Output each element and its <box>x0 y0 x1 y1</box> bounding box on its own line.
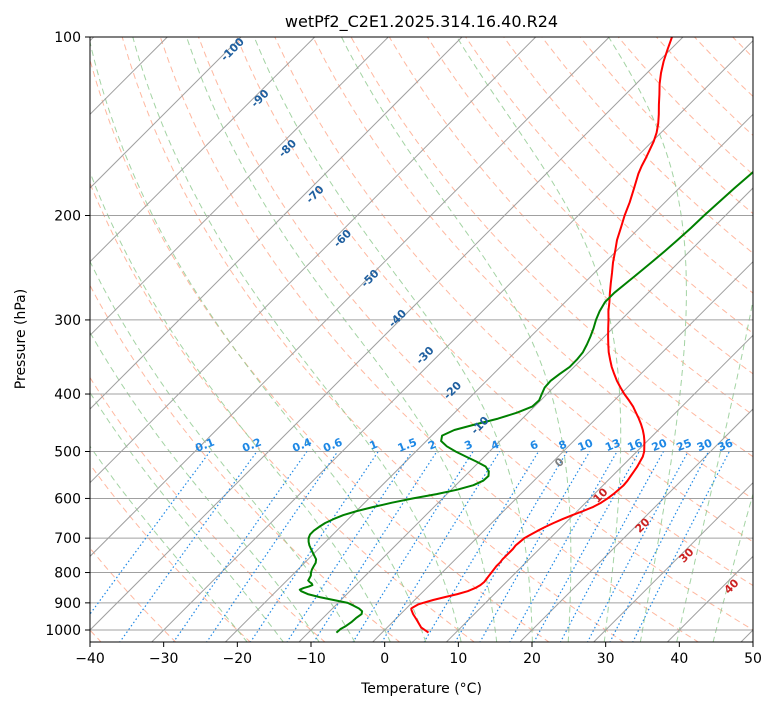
x-tick-label: −30 <box>149 651 179 667</box>
dry-adiabat-line <box>312 37 753 500</box>
moist-adiabat-line <box>676 297 753 642</box>
moist-adiabat-line <box>90 39 427 642</box>
x-tick-label: 0 <box>380 651 389 667</box>
moist-adiabat-line <box>90 260 356 642</box>
x-tick-label: −40 <box>75 651 105 667</box>
isotherm-line <box>592 481 753 642</box>
mixing-ratio-label: 3 <box>463 438 475 453</box>
mixing-ratio-line <box>286 451 413 642</box>
mixing-ratio-line <box>313 451 438 642</box>
mixing-ratio-line <box>119 451 258 642</box>
mixing-ratio-label: 16 <box>625 436 644 454</box>
dry-adiabat-line <box>198 37 753 631</box>
y-tick-label: 600 <box>54 491 81 507</box>
x-tick-label: 10 <box>449 651 467 667</box>
gridlines <box>90 37 775 643</box>
mixing-ratio-label: 30 <box>695 436 714 454</box>
y-tick-label: 700 <box>54 531 81 547</box>
isotherm-line <box>90 37 389 337</box>
x-tick-label: 20 <box>523 651 541 667</box>
isotherm-line <box>90 37 316 263</box>
y-tick-label: 400 <box>54 387 81 403</box>
temperature-profile-line <box>410 37 673 634</box>
moist-adiabat-line <box>132 37 462 642</box>
moist-adiabat-line <box>186 37 498 642</box>
x-axis-label: Temperature (°C) <box>360 681 482 697</box>
mixing-ratio-line <box>632 451 730 642</box>
mixing-ratio-label: 25 <box>675 436 694 454</box>
x-tick-label: 40 <box>670 651 688 667</box>
mixing-ratio-line <box>90 451 211 616</box>
mixing-ratio-label: 1 <box>368 438 380 453</box>
mixing-ratio-label: 2 <box>426 438 438 453</box>
isotherm-line <box>519 408 753 642</box>
dry-adiabat-line <box>503 37 753 294</box>
isotherm-line <box>90 37 684 631</box>
dewpoint-profile-line <box>298 170 753 634</box>
x-tick-label: −20 <box>223 651 253 667</box>
mixing-ratio-label: 20 <box>650 436 669 454</box>
mixing-ratio-line <box>533 451 640 642</box>
y-tick-label: 800 <box>54 566 81 582</box>
y-tick-label: 900 <box>54 596 81 612</box>
x-tick-label: 30 <box>597 651 615 667</box>
moist-adiabat-line <box>90 331 320 642</box>
dry-adiabat-line <box>274 37 753 543</box>
isotherm-line <box>371 260 753 642</box>
mixing-ratio-line <box>586 451 689 642</box>
isotherm-line <box>90 37 463 410</box>
moist-adiabat-line <box>253 37 533 642</box>
mixing-ratio-label: 13 <box>603 436 622 454</box>
dry-adiabat-line <box>236 37 753 587</box>
y-axis-label: Pressure (hPa) <box>13 289 29 389</box>
x-tick-label: 50 <box>744 651 762 667</box>
mixing-ratio-label: 8 <box>557 438 569 453</box>
y-tick-label: 200 <box>54 209 81 225</box>
moist-adiabat-line <box>90 445 248 642</box>
moist-adiabat-line <box>341 37 572 642</box>
mixing-ratio-line <box>206 451 339 642</box>
isotherm-line <box>298 187 753 642</box>
dry-adiabat-line <box>90 463 251 642</box>
y-tick-label: 100 <box>54 30 81 46</box>
mixing-ratio-label: 36 <box>716 436 735 454</box>
isotherm-line <box>90 37 242 189</box>
profiles <box>298 37 753 634</box>
plot-background <box>90 37 753 642</box>
moist-adiabat-line <box>712 492 753 642</box>
chart-title: wetPf2_C2E1.2025.314.16.40.R24 <box>285 12 558 32</box>
moist-adiabat-line <box>608 37 687 642</box>
isotherm-line <box>90 37 537 484</box>
moist-adiabat-line <box>90 391 284 642</box>
y-tick-label: 500 <box>54 444 81 460</box>
mixing-ratio-line <box>352 451 474 642</box>
dry-adiabat-line <box>159 37 700 642</box>
x-tick-label: −10 <box>296 651 326 667</box>
plot-frame <box>89 36 754 643</box>
isotherm-line <box>224 113 753 642</box>
dry-adiabat-line <box>90 57 550 642</box>
isotherm-line <box>90 37 610 558</box>
y-tick-label: 300 <box>54 313 81 329</box>
mixing-ratio-line <box>559 451 665 642</box>
axes: −40 −30 −20 −10 0 10 20 30 40 50 100 200 300 400 500 60… <box>45 30 762 667</box>
y-tick-label: 1000 <box>45 623 81 639</box>
mixing-ratio-label: 10 <box>576 436 595 454</box>
mixing-ratio-line <box>381 451 501 642</box>
isotherm-line <box>445 334 753 642</box>
mixing-ratio-line <box>423 451 540 642</box>
mixing-ratio-line <box>172 451 308 642</box>
dry-adiabat-line <box>771 37 775 643</box>
dry-adiabat-line <box>121 37 625 642</box>
moist-adiabat-line <box>90 170 391 642</box>
mixing-ratio-line <box>249 451 379 642</box>
dry-adiabat-line <box>90 376 326 642</box>
mixing-ratio-line <box>509 451 618 642</box>
